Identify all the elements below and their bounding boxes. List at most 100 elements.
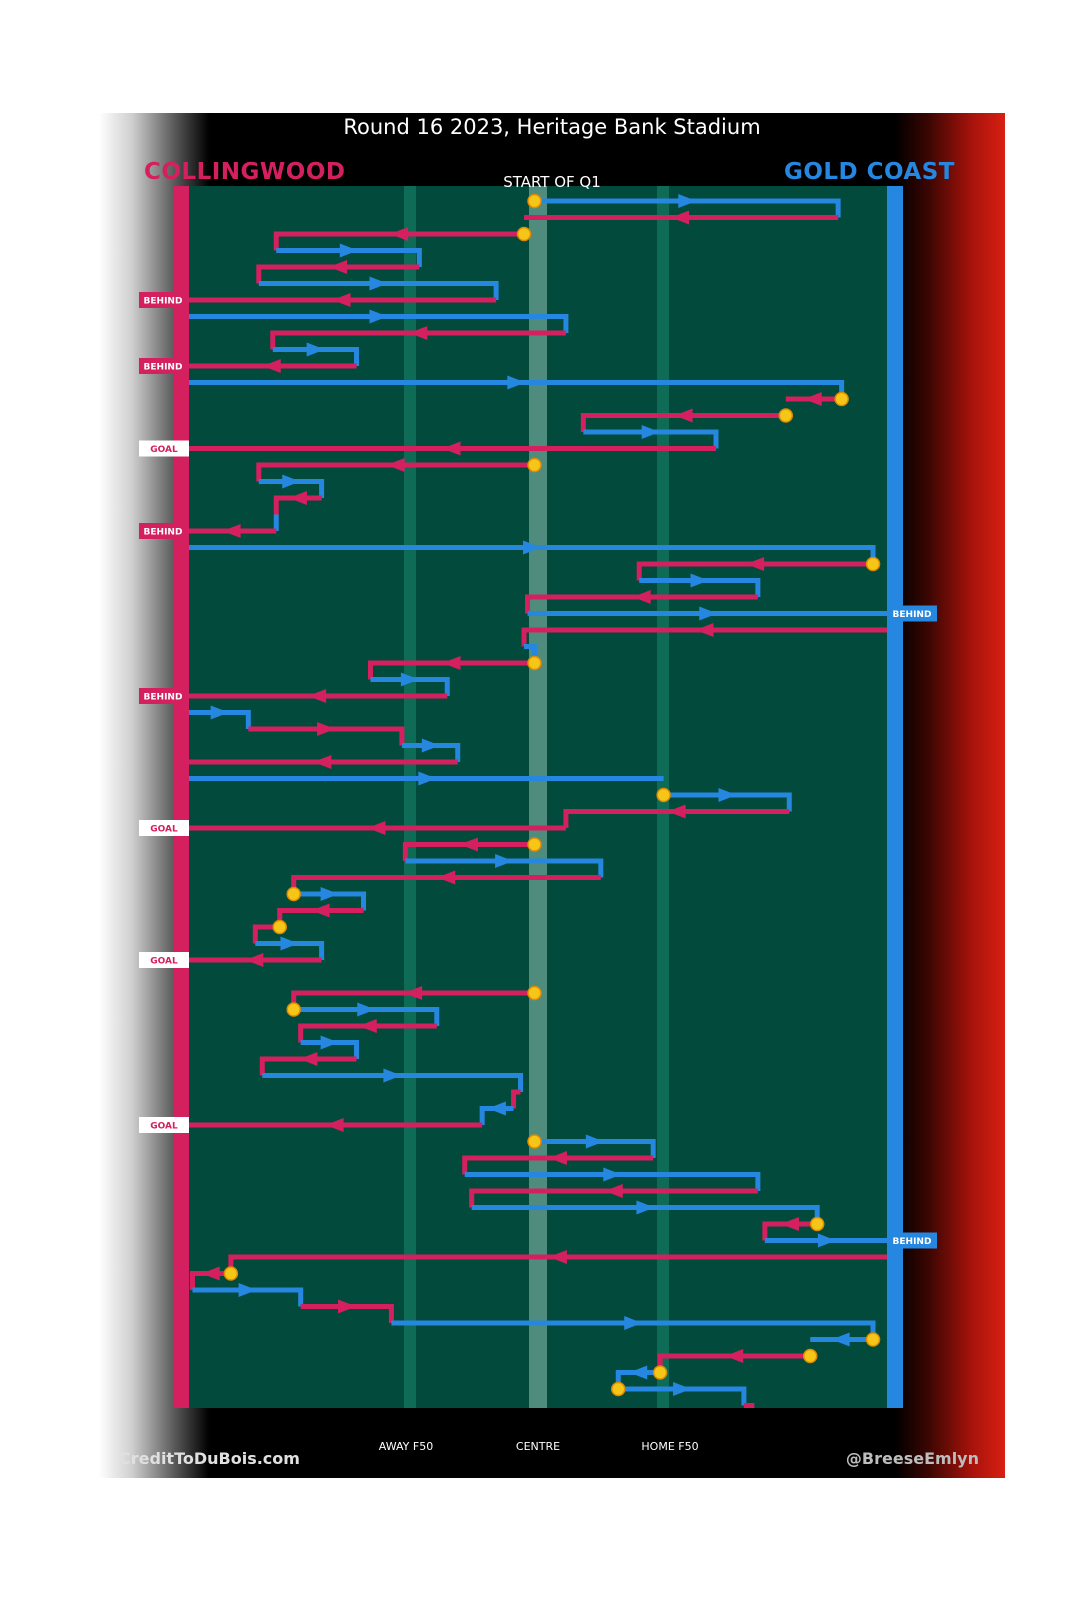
axis-label-home-f50: HOME F50 [641, 1440, 699, 1453]
chain-coll-49 [298, 1019, 437, 1043]
chain-arrow [746, 557, 765, 571]
chain-gc-35 [189, 771, 664, 786]
chain-arrow [358, 1019, 377, 1033]
chain-path [367, 660, 535, 680]
chain-coll-18 [273, 491, 322, 515]
chain-arrow [338, 1299, 357, 1314]
chain-path [189, 710, 251, 729]
chain-arrow [725, 1349, 744, 1363]
chain-arrow [369, 276, 388, 291]
team-gold-coast: GOLD COAST [783, 159, 955, 185]
stoppage-marker [656, 787, 671, 803]
result-badge-bg [139, 440, 189, 457]
chain-arrow [238, 1283, 257, 1297]
chain-path [405, 858, 604, 878]
possession-chain-chart: BEHIND BEHIND GOAL BEHIND BEHIND BEHIND GOAL GO… [139, 186, 937, 1408]
chain-coll-2 [273, 227, 525, 251]
chain-arrow [667, 804, 686, 819]
chain-arrow [678, 194, 697, 208]
chain-path [298, 1023, 437, 1043]
stoppage-marker [527, 457, 542, 473]
chain-path [300, 1304, 394, 1323]
chain-coll-59 [469, 1184, 758, 1208]
stoppage-marker [809, 1216, 825, 1232]
chain-arrow [288, 491, 307, 505]
chain-arrow [262, 359, 281, 373]
chain-arrow [487, 1101, 506, 1116]
result-badge-bg [139, 523, 187, 539]
chain-arrow [317, 722, 336, 736]
chain-coll-46 [189, 953, 322, 967]
chain-gc-36 [663, 788, 792, 812]
chain-gc-56 [534, 1134, 656, 1158]
stoppage-marker [834, 391, 849, 407]
chain-arrow [817, 1233, 836, 1248]
chain-gc-31 [189, 705, 251, 729]
chain-coll-34 [189, 755, 458, 769]
result-badge-behind: BEHIND [139, 292, 187, 308]
chain-gc-40 [405, 854, 604, 878]
chain-path [402, 842, 535, 861]
chain-arrow [699, 606, 718, 621]
chain-arrow [201, 1266, 220, 1281]
chain-arrow [641, 425, 660, 439]
chain-path [248, 726, 405, 746]
chain-arrow [325, 1118, 344, 1132]
chain-coll-4 [256, 260, 420, 284]
chain-path [563, 809, 790, 828]
chain-coll-51 [259, 1052, 357, 1076]
chain-path [293, 1007, 440, 1026]
chain-arrow [400, 672, 419, 687]
chain-arrow [332, 293, 351, 307]
chain-coll-24 [525, 590, 758, 614]
stoppages-layer [223, 193, 881, 1397]
chain-path [534, 1139, 656, 1158]
chain-path [636, 561, 874, 581]
stoppage-marker [527, 655, 542, 671]
result-badge-text: GOAL [150, 825, 178, 835]
chain-gc-3 [276, 243, 422, 267]
chain-arrow [386, 458, 405, 472]
credit-left: CreditToDuBois.com [119, 1449, 300, 1468]
result-badge-text: BEHIND [144, 297, 183, 307]
chain-arrow [781, 1217, 800, 1231]
chain-coll-16 [256, 458, 535, 482]
chain-coll-26 [521, 623, 887, 647]
stoppage-marker [865, 556, 881, 572]
axis-label-away-f50: AWAY F50 [378, 1440, 434, 1453]
chain-arrow [299, 1052, 318, 1066]
chain-arrow [585, 1134, 604, 1149]
chain-gc-54 [479, 1101, 514, 1125]
chain-coll-39 [402, 837, 535, 861]
chain-coll-32 [248, 722, 405, 746]
chain-path [618, 1386, 747, 1406]
chain-arrow [507, 375, 526, 390]
chain-path [262, 1073, 524, 1092]
chain-arrow [603, 1167, 622, 1182]
chain-path [464, 1172, 761, 1191]
stoppage-marker [272, 919, 287, 935]
result-badge-text: BEHIND [144, 363, 183, 373]
stoppage-marker [652, 1365, 668, 1380]
chain-coll-38 [189, 821, 566, 835]
chain-gc-5 [258, 276, 499, 300]
chain-arrow [673, 1382, 692, 1396]
chain-path [639, 578, 761, 597]
chain-coll-64 [189, 1266, 231, 1290]
chain-arrow [222, 524, 241, 538]
result-badge-bg [139, 358, 187, 374]
chain-arrow [523, 540, 542, 555]
chain-gc-68 [810, 1332, 874, 1347]
chain-path [583, 429, 719, 449]
chain-gc-7 [189, 309, 569, 333]
chain-path [300, 1040, 360, 1059]
chain-gc-65 [192, 1283, 304, 1307]
chain-coll-12 [785, 392, 842, 406]
chain-path [293, 891, 366, 911]
stoppage-marker [527, 193, 542, 209]
chain-gc-42 [293, 887, 366, 911]
result-badge-bg [887, 1232, 937, 1249]
chain-arrow [690, 573, 709, 588]
chain-arrow [437, 870, 456, 885]
result-badge-bg [139, 952, 189, 968]
